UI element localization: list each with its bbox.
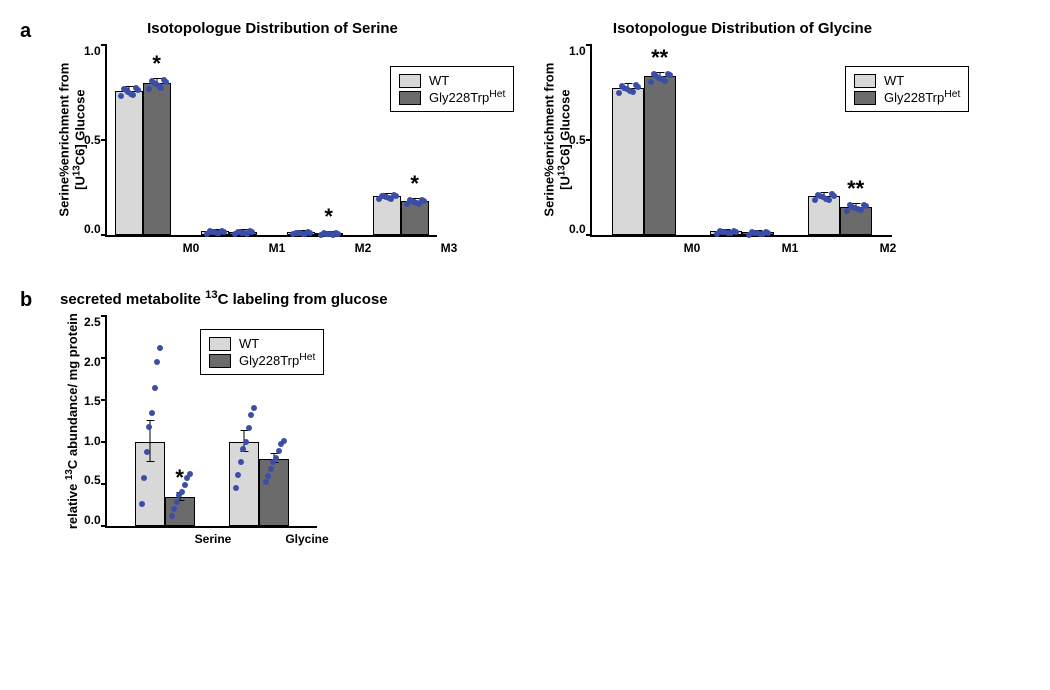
- panel-a-row: a Isotopologue Distribution of SerineSer…: [20, 20, 1030, 259]
- legend-swatch-gly: [854, 91, 876, 105]
- legend-gly: Gly228TrpHet: [209, 353, 315, 368]
- glycine-ytick-label: 0.0: [569, 223, 586, 235]
- legend-gly: Gly228TrpHet: [399, 90, 505, 105]
- serine-group: [201, 231, 257, 235]
- legend: WT Gly228TrpHet: [390, 66, 514, 112]
- serine-bar-gly: [315, 233, 343, 235]
- glycine-group: [710, 231, 774, 235]
- secreted-group: [229, 442, 289, 526]
- serine-xlabel: M0: [183, 241, 200, 255]
- secreted-sig: *: [175, 465, 184, 491]
- glycine-bar-gly: [644, 76, 676, 235]
- serine-bar-wt: [373, 196, 401, 235]
- serine-group: [287, 232, 343, 235]
- glycine-bar-wt: [612, 88, 644, 235]
- legend-label-gly: Gly228TrpHet: [429, 90, 505, 105]
- secreted-title: secreted metabolite 13C labeling from gl…: [60, 289, 388, 308]
- glycine-sig: **: [651, 45, 668, 71]
- glycine-sig: **: [847, 176, 864, 202]
- legend: WT Gly228TrpHet: [200, 329, 324, 375]
- glycine-group: [808, 196, 872, 235]
- serine-bar-gly: [401, 201, 429, 235]
- glycine-xlabel: M2: [880, 241, 897, 255]
- serine-group: [115, 83, 171, 235]
- glycine-bar-wt: [710, 231, 742, 235]
- legend-wt: WT: [209, 336, 315, 351]
- serine-plot-area: * * *: [105, 45, 437, 237]
- glycine-xlabel: M1: [782, 241, 799, 255]
- secreted-bar-wt: [135, 442, 165, 526]
- legend-label-wt: WT: [884, 73, 904, 88]
- secreted-ylabel: relative 13C abundance/ mg protein: [64, 313, 80, 529]
- legend-swatch-gly: [399, 91, 421, 105]
- serine-sig: *: [324, 204, 333, 230]
- glycine-bar-gly: [840, 207, 872, 236]
- secreted-ytick-label: 1.5: [84, 395, 101, 407]
- secreted-ytick-label: 2.0: [84, 356, 101, 368]
- legend-wt: WT: [399, 73, 505, 88]
- glycine-xlabel: M0: [684, 241, 701, 255]
- panel-b-row: b secreted metabolite 13C labeling from …: [20, 289, 1030, 550]
- serine-bar-wt: [201, 231, 229, 235]
- glycine-ylabel: Serine%enrichment from[U13C6] Glucose: [541, 63, 572, 217]
- secreted-bar-gly: [259, 459, 289, 526]
- legend-wt: WT: [854, 73, 960, 88]
- secreted-xlabel: Serine: [195, 532, 232, 546]
- legend: WT Gly228TrpHet: [845, 66, 969, 112]
- legend-label-gly: Gly228TrpHet: [239, 353, 315, 368]
- legend-label-gly: Gly228TrpHet: [884, 90, 960, 105]
- panel-b-label: b: [20, 289, 40, 312]
- serine-bar-gly: [229, 232, 257, 235]
- legend-swatch-gly: [209, 354, 231, 368]
- legend-swatch-wt: [209, 337, 231, 351]
- secreted-ytick-label: 0.0: [84, 514, 101, 526]
- glycine-bar-gly: [742, 232, 774, 235]
- secreted-group: [135, 442, 195, 526]
- serine-bar-wt: [115, 91, 143, 235]
- secreted-bar-wt: [229, 442, 259, 526]
- serine-bar-wt: [287, 232, 315, 235]
- legend-gly: Gly228TrpHet: [854, 90, 960, 105]
- secreted-xlabel: Glycine: [285, 532, 328, 546]
- serine-title: Isotopologue Distribution of Serine: [60, 20, 485, 37]
- serine-xlabel: M3: [441, 241, 458, 255]
- secreted-ytick-label: 0.5: [84, 474, 101, 486]
- serine-bar-gly: [143, 83, 171, 235]
- glycine-title: Isotopologue Distribution of Glycine: [545, 20, 940, 37]
- glycine-group: [612, 76, 676, 235]
- serine-xlabel: M2: [355, 241, 372, 255]
- glycine-bar-wt: [808, 196, 840, 235]
- serine-sig: *: [152, 51, 161, 77]
- serine-sig: *: [410, 171, 419, 197]
- serine-group: [373, 196, 429, 235]
- glycine-chart: Isotopologue Distribution of GlycineSeri…: [545, 20, 940, 259]
- legend-swatch-wt: [399, 74, 421, 88]
- secreted-bar-gly: [165, 497, 195, 526]
- secreted-ytick-label: 2.5: [84, 316, 101, 328]
- secreted-chart: secreted metabolite 13C labeling from gl…: [60, 289, 388, 550]
- legend-label-wt: WT: [239, 336, 259, 351]
- panel-a-label: a: [20, 20, 40, 43]
- secreted-ytick-label: 1.0: [84, 435, 101, 447]
- serine-ytick-label: 0.0: [84, 223, 101, 235]
- legend-label-wt: WT: [429, 73, 449, 88]
- serine-ylabel: Serine%enrichment from[U13C6] Glucose: [56, 63, 87, 217]
- serine-chart: Isotopologue Distribution of SerineSerin…: [60, 20, 485, 259]
- serine-ytick-label: 1.0: [84, 45, 101, 57]
- legend-swatch-wt: [854, 74, 876, 88]
- serine-xlabel: M1: [269, 241, 286, 255]
- glycine-ytick-label: 1.0: [569, 45, 586, 57]
